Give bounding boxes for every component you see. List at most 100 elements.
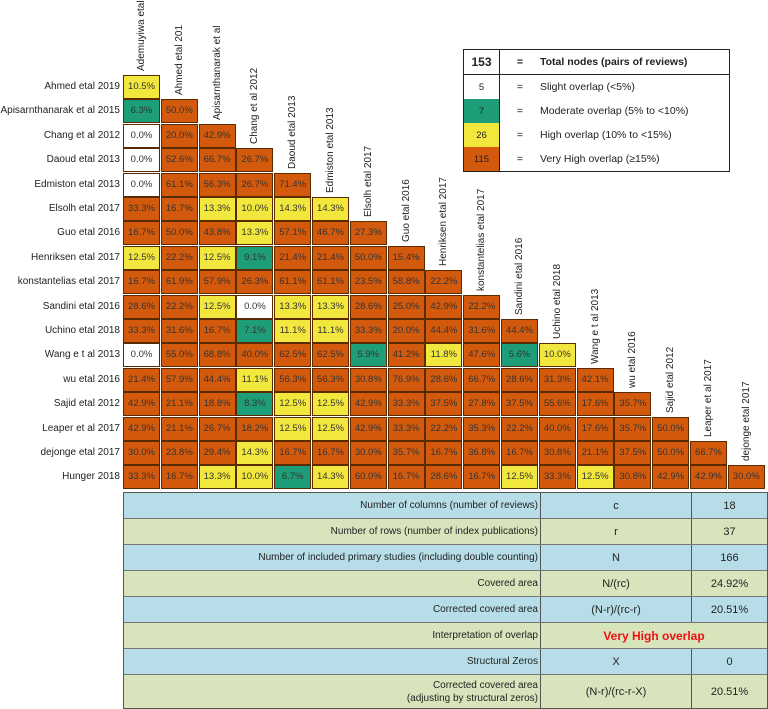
overlap-cell: 13.3% [236, 221, 274, 246]
overlap-cell: 12.5% [198, 294, 236, 319]
overlap-cell: 33.3% [349, 319, 387, 343]
overlap-cell: 21.4% [312, 245, 349, 270]
column-header: Ahmed etal 201 [173, 25, 185, 96]
column-header: Uchino etal 2018 [551, 264, 563, 340]
stats-formula: X [541, 649, 692, 674]
overlap-cell: 46.7% [312, 221, 349, 246]
overlap-cell: 30.8% [538, 441, 576, 465]
column-header: Guo etal 2016 [400, 178, 412, 242]
stats-row: Corrected covered area (N-r)/(rc-r) 20.51% [124, 597, 767, 623]
overlap-cell: 30.0% [123, 441, 160, 465]
overlap-cell: 33.3% [538, 465, 576, 490]
stats-value: 37 [723, 525, 736, 538]
stats-row: Covered area N/(rc) 24.92% [124, 571, 767, 597]
column-header: Henriksen etal 2017 [438, 177, 450, 267]
overlap-cell: 30.0% [349, 441, 387, 465]
overlap-cell: 8.3% [236, 392, 274, 417]
overlap-cell: 33.3% [123, 197, 160, 221]
column-header: Edmiston etal 2013 [325, 107, 336, 193]
overlap-cell: 56.3% [274, 367, 312, 392]
overlap-cell: 56.3% [198, 172, 236, 197]
stats-formula: r [541, 519, 692, 544]
overlap-cell: 22.2% [425, 270, 463, 295]
overlap-cell: 28.6% [349, 294, 387, 319]
overlap-cell: 50.0% [652, 416, 690, 441]
overlap-cell: 22.2% [501, 416, 538, 441]
overlap-cell: 30.8% [349, 367, 387, 392]
overlap-cell: 18.8% [198, 392, 236, 417]
overlap-cell: 31.6% [160, 319, 198, 343]
overlap-cell: 27.8% [463, 392, 501, 417]
overlap-cell: 21.1% [576, 441, 614, 465]
overlap-cell: 17.6% [576, 416, 614, 441]
column-header: Daoud etal 2013 [287, 95, 299, 169]
row-label: dejonge etal 2017 [40, 447, 120, 458]
overlap-cell: 16.7% [274, 441, 312, 465]
stats-row: Number of columns (number of reviews) c 18 [124, 493, 767, 519]
overlap-cell: 56.3% [312, 367, 349, 392]
stats-label: Structural Zeros [124, 649, 541, 674]
overlap-cell: 12.5% [501, 465, 538, 490]
overlap-cell: 11.8% [425, 343, 463, 368]
legend-label: Total nodes (pairs of reviews) [540, 56, 688, 68]
overlap-cell: 21.4% [123, 367, 160, 392]
overlap-cell: 16.7% [312, 441, 349, 465]
legend-equals: = [516, 129, 524, 141]
overlap-cell: 40.0% [538, 416, 576, 441]
overlap-cell: 33.3% [387, 416, 425, 441]
overlap-cell: 0.0% [236, 294, 274, 319]
overlap-cell: 26.7% [236, 148, 274, 173]
overlap-cell: 44.4% [425, 319, 463, 343]
column-header: Elsolh etal 2017 [362, 146, 374, 218]
overlap-cell: 16.7% [425, 441, 463, 465]
overlap-cell: 41.2% [387, 343, 425, 368]
stats-label: Number of included primary studies (incl… [124, 545, 541, 570]
overlap-cell: 12.5% [274, 416, 312, 441]
stats-label: Number of columns (number of reviews) [124, 493, 541, 518]
legend: 153 = Total nodes (pairs of reviews) 5 = S… [463, 49, 730, 172]
overlap-cell: 13.3% [274, 294, 312, 319]
overlap-cell: 0.0% [123, 123, 160, 148]
overlap-cell: 57.9% [160, 367, 198, 392]
overlap-cell: 26.7% [198, 416, 236, 441]
overlap-cell: 22.2% [463, 294, 501, 319]
stats-formula: N/(rc) [541, 571, 692, 596]
row-label: Hunger 2018 [62, 471, 120, 483]
overlap-cell: 28.6% [123, 294, 160, 319]
overlap-cell: 66.7% [690, 441, 727, 465]
overlap-cell: 42.9% [425, 294, 463, 319]
overlap-cell: 10.5% [123, 75, 160, 99]
stats-value: 18 [723, 499, 736, 512]
legend-label: Moderate overlap (5% to <10%) [540, 105, 689, 117]
row-label: Apisarnthanarak et al 2015 [0, 105, 120, 117]
overlap-cell: 47.6% [463, 343, 501, 368]
overlap-cell: 9.1% [236, 245, 274, 270]
overlap-cell: 50.0% [652, 441, 690, 465]
overlap-cell: 61.1% [312, 270, 349, 295]
overlap-cell: 40.0% [236, 343, 274, 368]
overlap-cell: 14.3% [312, 465, 349, 490]
overlap-cell: 68.8% [198, 343, 236, 368]
overlap-cell: 33.3% [123, 319, 160, 343]
row-label: Guo etal 2016 [57, 227, 120, 239]
stats-formula: N [541, 545, 692, 570]
overlap-cell: 22.2% [425, 416, 463, 441]
overlap-cell: 13.3% [198, 465, 236, 490]
overlap-cell: 16.7% [160, 465, 198, 490]
stats-value: 20.51% [710, 685, 749, 698]
overlap-cell: 12.5% [198, 245, 236, 270]
legend-row: 115 = Very High overlap (≥15%) [464, 147, 729, 171]
stats-label: Interpretation of overlap [124, 623, 541, 648]
column-header: dejonge etal 2017 [740, 381, 752, 462]
overlap-cell: 11.1% [274, 319, 312, 343]
overlap-cell: 29.4% [198, 441, 236, 465]
overlap-cell: 36.8% [463, 441, 501, 465]
overlap-cell: 6.3% [123, 99, 160, 124]
overlap-cell: 42.9% [123, 392, 160, 417]
stats-formula: (N-r)/(rc-r-X) [541, 675, 692, 708]
overlap-cell: 44.4% [198, 367, 236, 392]
overlap-cell: 0.0% [123, 172, 160, 197]
overlap-cell: 16.7% [387, 465, 425, 490]
stats-value: 24.92% [710, 577, 749, 590]
overlap-cell: 35.7% [614, 416, 652, 441]
